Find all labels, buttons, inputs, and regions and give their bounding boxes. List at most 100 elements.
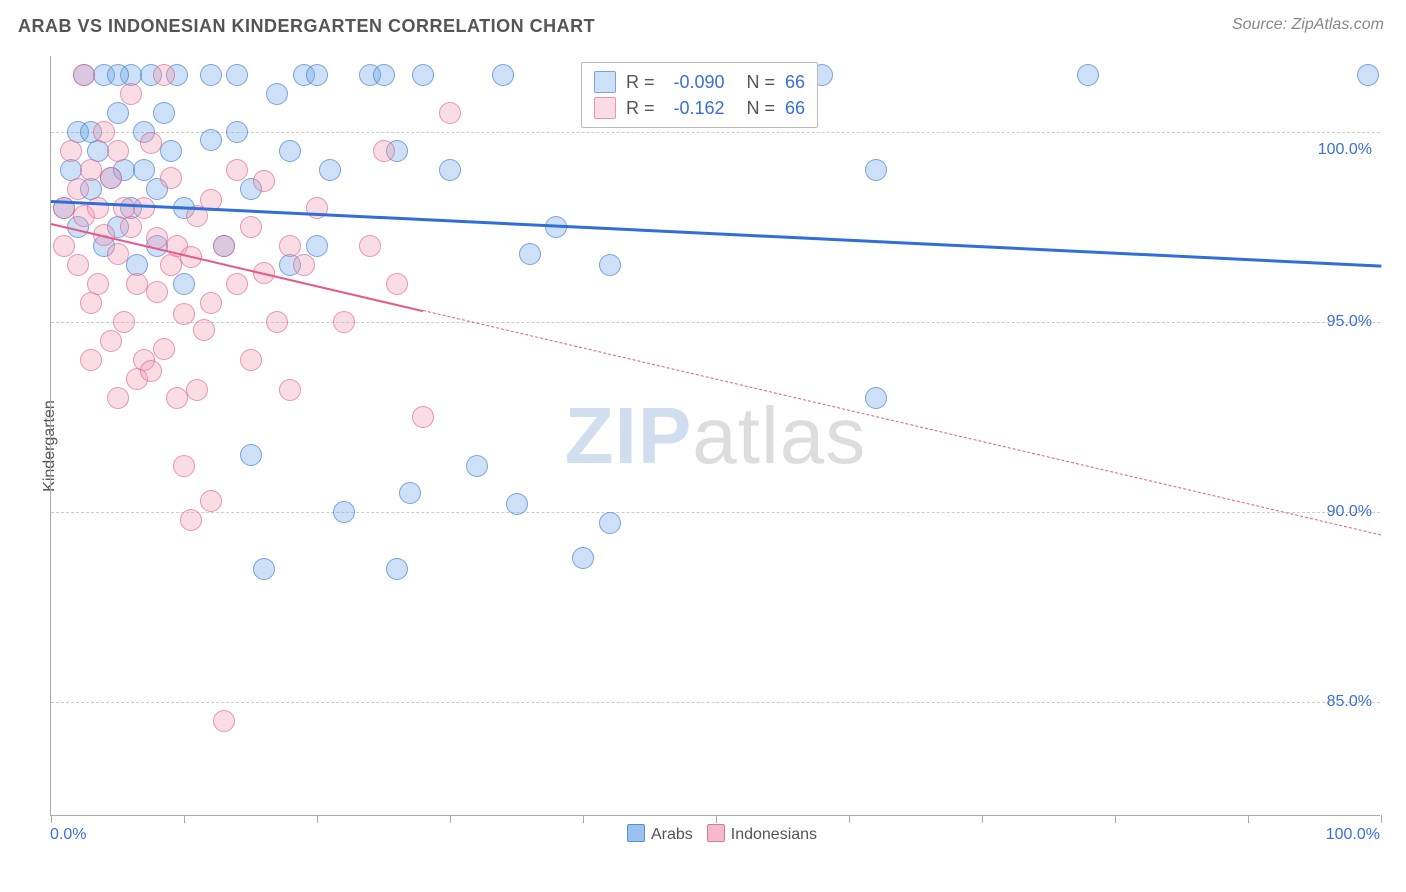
data-point <box>240 349 262 371</box>
data-point <box>306 235 328 257</box>
stat-label: R = <box>626 95 655 121</box>
data-point <box>293 254 315 276</box>
legend-swatch <box>707 824 725 842</box>
y-tick-label: 100.0% <box>1318 141 1372 159</box>
data-point <box>186 379 208 401</box>
data-point <box>120 216 142 238</box>
data-point <box>359 235 381 257</box>
x-tick <box>716 815 717 823</box>
gridline <box>51 702 1380 703</box>
x-tick <box>51 815 52 823</box>
plot-area: ZIPatlas 85.0%90.0%95.0%100.0%R =-0.090N… <box>50 56 1380 816</box>
data-point <box>226 121 248 143</box>
y-tick-label: 90.0% <box>1327 503 1372 521</box>
data-point <box>213 710 235 732</box>
data-point <box>226 159 248 181</box>
data-point <box>333 501 355 523</box>
r-value: -0.090 <box>665 69 725 95</box>
data-point <box>160 140 182 162</box>
data-point <box>200 129 222 151</box>
data-point <box>173 455 195 477</box>
data-point <box>140 360 162 382</box>
data-point <box>80 349 102 371</box>
data-point <box>279 140 301 162</box>
chart-title: ARAB VS INDONESIAN KINDERGARTEN CORRELAT… <box>18 16 595 37</box>
legend-swatch <box>627 824 645 842</box>
x-tick <box>317 815 318 823</box>
data-point <box>100 330 122 352</box>
data-point <box>1077 64 1099 86</box>
data-point <box>73 64 95 86</box>
data-point <box>373 140 395 162</box>
data-point <box>412 406 434 428</box>
data-point <box>333 311 355 333</box>
data-point <box>107 387 129 409</box>
data-point <box>67 254 89 276</box>
data-point <box>133 159 155 181</box>
n-value: 66 <box>785 95 805 121</box>
data-point <box>865 387 887 409</box>
data-point <box>107 243 129 265</box>
data-point <box>599 254 621 276</box>
data-point <box>107 140 129 162</box>
stats-row: R =-0.162N =66 <box>594 95 805 121</box>
data-point <box>80 292 102 314</box>
legend-swatch <box>594 97 616 119</box>
data-point <box>160 167 182 189</box>
data-point <box>200 64 222 86</box>
y-tick-label: 85.0% <box>1327 693 1372 711</box>
data-point <box>153 102 175 124</box>
legend-label: Indonesians <box>731 826 817 843</box>
data-point <box>865 159 887 181</box>
data-point <box>572 547 594 569</box>
data-point <box>266 311 288 333</box>
data-point <box>439 159 461 181</box>
data-point <box>200 292 222 314</box>
data-point <box>107 102 129 124</box>
data-point <box>180 509 202 531</box>
x-tick <box>849 815 850 823</box>
data-point <box>306 64 328 86</box>
data-point <box>193 319 215 341</box>
legend-label: Arabs <box>651 826 693 843</box>
data-point <box>506 493 528 515</box>
x-tick <box>1248 815 1249 823</box>
legend-swatch <box>594 71 616 93</box>
data-point <box>87 197 109 219</box>
data-point <box>226 273 248 295</box>
data-point <box>599 512 621 534</box>
gridline <box>51 132 1380 133</box>
data-point <box>67 178 89 200</box>
stat-label: R = <box>626 69 655 95</box>
data-point <box>492 64 514 86</box>
x-tick <box>1381 815 1382 823</box>
chart-container: ARAB VS INDONESIAN KINDERGARTEN CORRELAT… <box>0 0 1406 892</box>
data-point <box>466 455 488 477</box>
data-point <box>153 64 175 86</box>
x-tick <box>583 815 584 823</box>
gridline <box>51 512 1380 513</box>
data-point <box>146 281 168 303</box>
data-point <box>253 170 275 192</box>
data-point <box>319 159 341 181</box>
data-point <box>226 64 248 86</box>
data-point <box>53 235 75 257</box>
data-point <box>519 243 541 265</box>
data-point <box>1357 64 1379 86</box>
data-point <box>386 273 408 295</box>
legend-footer: Arabs Indonesians <box>50 824 1380 844</box>
data-point <box>279 379 301 401</box>
stats-row: R =-0.090N =66 <box>594 69 805 95</box>
x-tick <box>184 815 185 823</box>
stat-label: N = <box>747 95 776 121</box>
data-point <box>153 338 175 360</box>
gridline <box>51 322 1380 323</box>
data-point <box>412 64 434 86</box>
data-point <box>240 216 262 238</box>
data-point <box>60 140 82 162</box>
x-tick <box>1115 815 1116 823</box>
data-point <box>253 558 275 580</box>
x-tick <box>450 815 451 823</box>
data-point <box>240 444 262 466</box>
data-point <box>266 83 288 105</box>
